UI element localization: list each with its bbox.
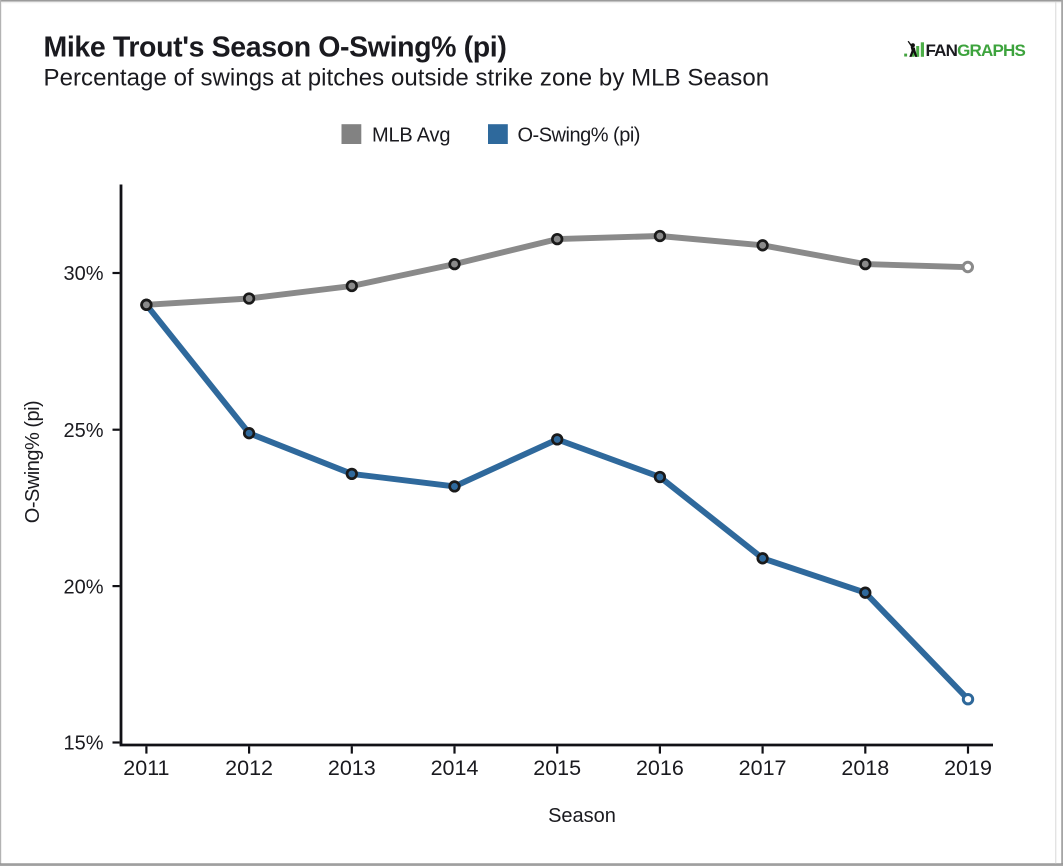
svg-text:20%: 20% [63, 576, 103, 598]
svg-text:O-Swing% (pi): O-Swing% (pi) [22, 401, 44, 523]
svg-text:2015: 2015 [533, 756, 581, 780]
svg-text:Percentage of swings at pitche: Percentage of swings at pitches outside … [44, 65, 770, 92]
svg-text:25%: 25% [63, 420, 103, 442]
svg-text:30%: 30% [63, 263, 103, 285]
svg-text:2011: 2011 [123, 756, 169, 780]
svg-text:Mike Trout's Season O-Swing% (: Mike Trout's Season O-Swing% (pi) [44, 31, 507, 63]
svg-text:O-Swing% (pi): O-Swing% (pi) [518, 125, 640, 147]
svg-text:2016: 2016 [636, 756, 684, 780]
svg-text:MLB Avg: MLB Avg [372, 125, 450, 147]
svg-text:FANGRAPHS: FANGRAPHS [926, 41, 1026, 60]
svg-text:2014: 2014 [431, 756, 479, 780]
svg-text:15%: 15% [63, 733, 103, 755]
svg-text:2013: 2013 [328, 756, 376, 780]
svg-text:2017: 2017 [739, 756, 787, 780]
svg-text:2018: 2018 [841, 756, 889, 780]
svg-text:Season: Season [548, 805, 616, 827]
svg-text:2012: 2012 [225, 756, 273, 780]
svg-text:2019: 2019 [944, 756, 992, 780]
